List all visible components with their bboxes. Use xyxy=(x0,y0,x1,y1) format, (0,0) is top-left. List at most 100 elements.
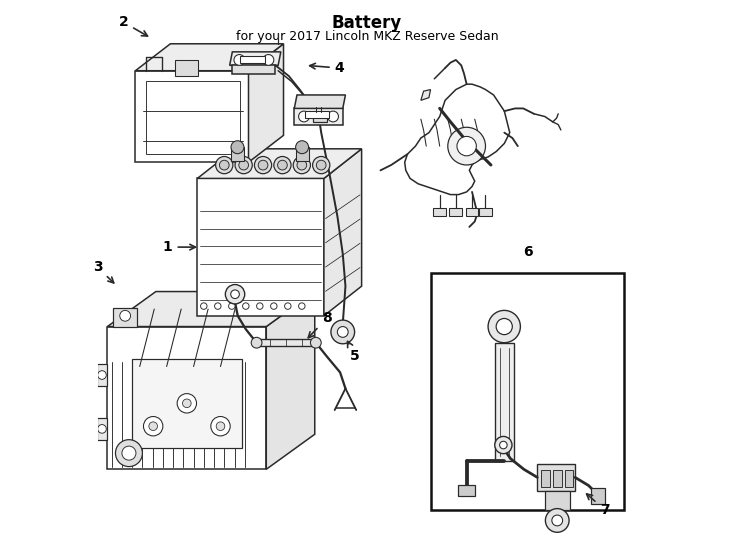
Polygon shape xyxy=(175,60,197,76)
Polygon shape xyxy=(495,343,514,461)
Polygon shape xyxy=(197,178,324,316)
Circle shape xyxy=(263,55,274,65)
Circle shape xyxy=(274,157,291,174)
Circle shape xyxy=(183,399,191,408)
Circle shape xyxy=(242,303,249,309)
Circle shape xyxy=(299,303,305,309)
Polygon shape xyxy=(433,208,446,216)
Polygon shape xyxy=(97,418,107,440)
Circle shape xyxy=(552,515,563,526)
Circle shape xyxy=(98,371,106,379)
Circle shape xyxy=(255,157,272,174)
Polygon shape xyxy=(305,111,330,118)
Circle shape xyxy=(297,160,307,170)
Polygon shape xyxy=(97,364,107,386)
Circle shape xyxy=(98,424,106,433)
Text: Battery: Battery xyxy=(332,14,402,32)
Polygon shape xyxy=(465,208,479,216)
Circle shape xyxy=(293,157,310,174)
Circle shape xyxy=(488,310,520,343)
Circle shape xyxy=(216,157,233,174)
Circle shape xyxy=(115,440,142,467)
Circle shape xyxy=(235,157,252,174)
Circle shape xyxy=(457,137,476,156)
Circle shape xyxy=(122,446,136,460)
Text: 3: 3 xyxy=(93,260,114,283)
Circle shape xyxy=(230,290,239,299)
Polygon shape xyxy=(113,308,137,327)
Text: 2: 2 xyxy=(119,15,148,36)
Bar xyxy=(541,470,550,487)
Circle shape xyxy=(214,303,221,309)
Circle shape xyxy=(299,111,309,122)
Bar xyxy=(431,273,625,510)
Polygon shape xyxy=(249,44,283,163)
Polygon shape xyxy=(241,56,265,63)
Polygon shape xyxy=(459,485,475,496)
Polygon shape xyxy=(131,359,242,448)
Polygon shape xyxy=(404,84,509,194)
Polygon shape xyxy=(296,147,308,161)
Polygon shape xyxy=(421,90,431,100)
Circle shape xyxy=(217,422,225,430)
Bar xyxy=(553,470,562,487)
Circle shape xyxy=(120,310,131,321)
Polygon shape xyxy=(107,292,315,327)
Circle shape xyxy=(296,141,308,154)
Circle shape xyxy=(251,338,262,348)
Circle shape xyxy=(313,157,330,174)
Circle shape xyxy=(327,111,338,122)
Polygon shape xyxy=(197,149,362,178)
Circle shape xyxy=(149,422,158,430)
Circle shape xyxy=(271,303,277,309)
Polygon shape xyxy=(591,488,605,504)
Text: 7: 7 xyxy=(586,494,609,517)
Polygon shape xyxy=(294,109,343,125)
Text: for your 2017 Lincoln MKZ Reserve Sedan: for your 2017 Lincoln MKZ Reserve Sedan xyxy=(236,30,498,43)
Circle shape xyxy=(231,141,244,154)
Circle shape xyxy=(316,160,326,170)
Circle shape xyxy=(331,320,355,344)
Circle shape xyxy=(143,416,163,436)
Polygon shape xyxy=(233,65,275,75)
Circle shape xyxy=(177,394,197,413)
Polygon shape xyxy=(294,95,346,109)
Circle shape xyxy=(219,160,229,170)
Text: 5: 5 xyxy=(348,341,360,363)
Circle shape xyxy=(239,160,249,170)
Circle shape xyxy=(545,509,569,532)
Polygon shape xyxy=(135,44,283,71)
Circle shape xyxy=(211,416,230,436)
Polygon shape xyxy=(231,147,244,161)
Polygon shape xyxy=(266,292,315,469)
Circle shape xyxy=(234,55,244,65)
Circle shape xyxy=(310,338,321,348)
Polygon shape xyxy=(324,149,362,316)
Circle shape xyxy=(500,441,507,449)
Polygon shape xyxy=(479,208,492,216)
Polygon shape xyxy=(537,464,575,491)
Polygon shape xyxy=(135,71,249,163)
Bar xyxy=(564,470,573,487)
Polygon shape xyxy=(449,208,462,216)
Circle shape xyxy=(200,303,207,309)
Polygon shape xyxy=(313,112,327,122)
Circle shape xyxy=(228,303,235,309)
Polygon shape xyxy=(107,327,266,469)
Circle shape xyxy=(496,319,512,335)
Circle shape xyxy=(338,327,348,338)
Text: 4: 4 xyxy=(310,61,344,75)
Circle shape xyxy=(495,436,512,454)
Circle shape xyxy=(225,285,244,304)
Polygon shape xyxy=(545,491,570,510)
Polygon shape xyxy=(230,52,281,65)
Text: 6: 6 xyxy=(523,245,532,259)
Circle shape xyxy=(277,160,287,170)
Circle shape xyxy=(285,303,291,309)
Text: 1: 1 xyxy=(163,240,195,254)
Circle shape xyxy=(258,160,268,170)
Circle shape xyxy=(257,303,263,309)
Text: 8: 8 xyxy=(308,312,332,338)
Polygon shape xyxy=(257,339,316,347)
Circle shape xyxy=(448,127,485,165)
